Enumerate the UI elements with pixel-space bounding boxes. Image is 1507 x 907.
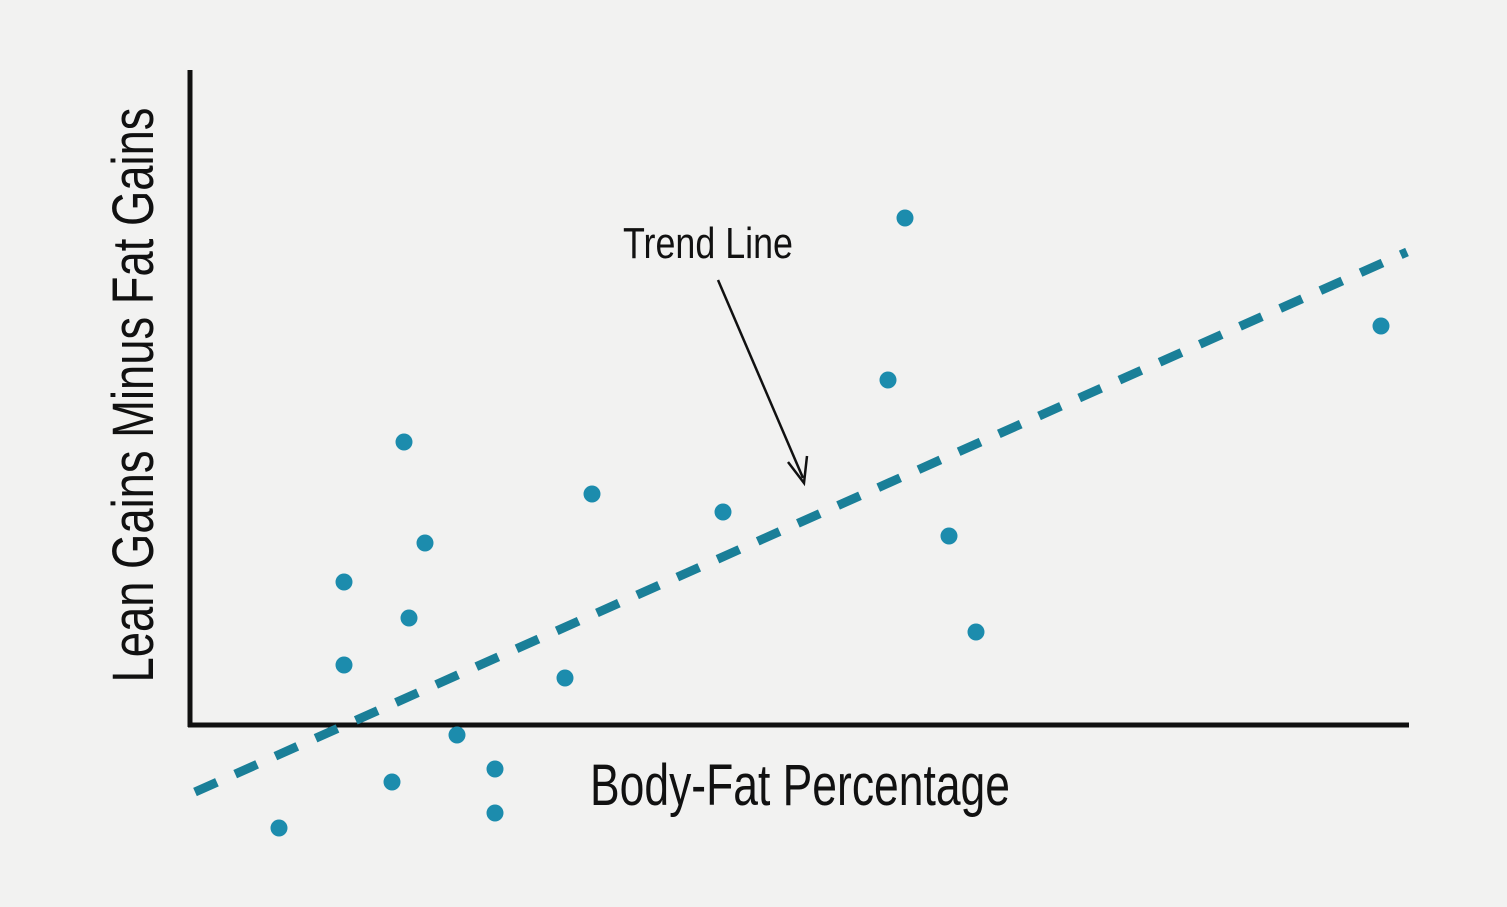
- scatter-point: [583, 485, 601, 503]
- scatter-point: [486, 804, 504, 822]
- scatter-point: [448, 726, 466, 744]
- scatter-point: [556, 669, 574, 687]
- scatter-point: [400, 609, 418, 627]
- trend-line: [193, 247, 1409, 797]
- scatter-point: [395, 433, 413, 451]
- scatter-point: [896, 209, 914, 227]
- annotation: Trend Line: [623, 219, 793, 268]
- scatter-point: [486, 760, 504, 778]
- scatter-point: [416, 534, 434, 552]
- scatter-point: [383, 773, 401, 791]
- scatter-point: [940, 527, 958, 545]
- arrow-head: [787, 455, 809, 487]
- x-axis-label: Body-Fat Percentage: [590, 753, 1010, 818]
- annotation-arrow: [716, 279, 805, 479]
- scatter-point: [714, 503, 732, 521]
- scatter-point: [967, 623, 985, 641]
- scatter-point: [1372, 317, 1390, 335]
- y-axis-label: Lean Gains Minus Fat Gains: [101, 108, 166, 683]
- scatter-point: [879, 371, 897, 389]
- scatter-point: [335, 656, 353, 674]
- scatter-point: [335, 573, 353, 591]
- scatter-point: [270, 819, 288, 837]
